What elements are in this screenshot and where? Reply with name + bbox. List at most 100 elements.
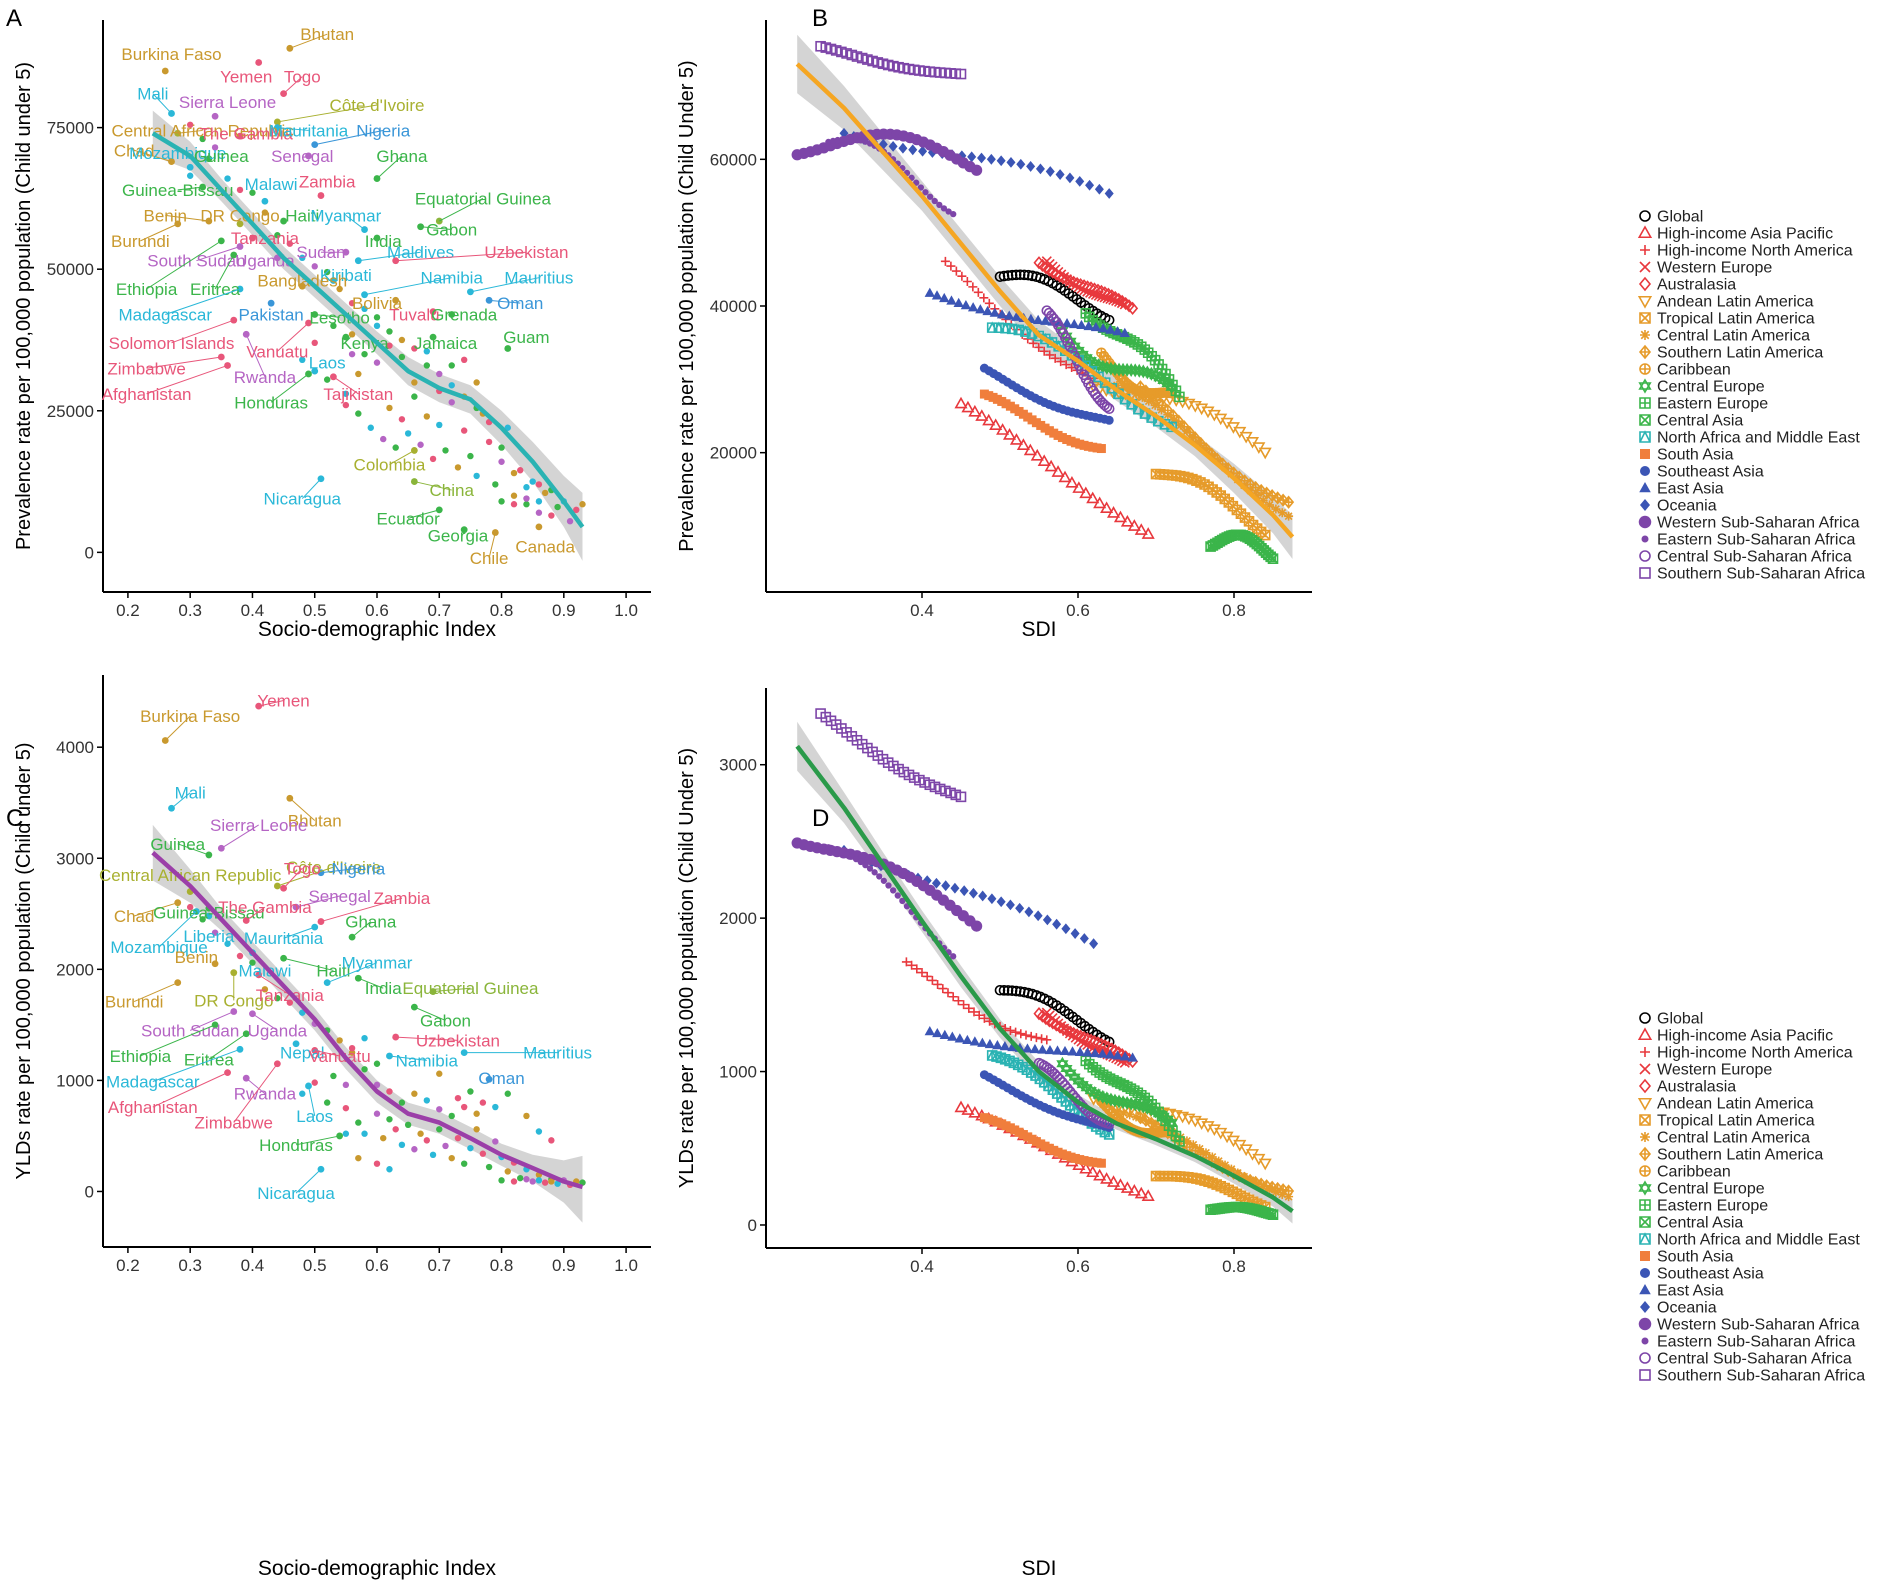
series-point xyxy=(962,276,972,286)
country-point xyxy=(523,495,530,502)
country-point xyxy=(186,121,194,128)
series-point xyxy=(1059,1045,1071,1056)
legend-item: East Asia xyxy=(1639,481,1724,498)
series-point xyxy=(1134,1186,1148,1199)
x-tick-label: 1.0 xyxy=(614,601,638,620)
country-point xyxy=(392,296,400,304)
legend-item: Eastern Europe xyxy=(1639,1198,1768,1215)
series-point xyxy=(1120,514,1134,527)
country-point xyxy=(510,492,518,499)
country-point xyxy=(361,305,368,313)
label-leader-line xyxy=(376,155,403,179)
country-point xyxy=(498,444,505,451)
country-point xyxy=(579,1179,586,1186)
country-point xyxy=(398,416,406,423)
label-leader-line xyxy=(439,197,484,222)
legend-item: Western Europe xyxy=(1639,260,1772,277)
country-point xyxy=(423,413,431,420)
series-point xyxy=(986,153,996,165)
x-axis-title: SDI xyxy=(1021,1557,1056,1580)
country-point xyxy=(211,112,219,120)
country-point xyxy=(236,952,244,960)
series-point xyxy=(945,208,952,215)
series-point xyxy=(1034,342,1044,352)
country-point xyxy=(168,158,175,165)
country-point xyxy=(535,498,543,505)
x-tick-label: 0.7 xyxy=(427,601,451,620)
legend-label: Central Europe xyxy=(1657,1181,1765,1198)
series-point xyxy=(932,1027,943,1038)
legend-label: Andean Latin America xyxy=(1657,294,1814,311)
country-point xyxy=(423,1137,431,1144)
series-point xyxy=(1167,379,1178,391)
series-point xyxy=(950,882,960,894)
label-leader-line xyxy=(177,186,203,191)
series-point xyxy=(959,885,969,897)
series-point xyxy=(1045,166,1055,177)
y-tick-label: 3000 xyxy=(719,756,757,775)
country-label: Haiti xyxy=(285,206,319,225)
smooth-fit-line xyxy=(151,131,585,529)
country-label: Colombia xyxy=(354,456,426,475)
country-point xyxy=(330,277,337,284)
country-point xyxy=(504,424,511,431)
series-point xyxy=(1006,985,1018,996)
country-label: Kiribati xyxy=(320,266,372,285)
legend-label: High-income North America xyxy=(1657,243,1853,260)
country-point xyxy=(236,132,244,140)
label-leader-line xyxy=(152,1072,228,1108)
series-point xyxy=(1125,1110,1135,1120)
country-label: Ghana xyxy=(345,913,397,932)
country-label: Zambia xyxy=(374,889,431,908)
country-point xyxy=(355,1119,362,1126)
series-point xyxy=(943,988,953,998)
series-point xyxy=(1102,287,1114,301)
country-label: Chad xyxy=(114,141,155,160)
country-point xyxy=(386,342,393,349)
country-label: Guinea xyxy=(194,147,249,166)
country-point xyxy=(529,478,536,485)
legend-item: High-income Asia Pacific xyxy=(1637,225,1833,243)
country-point xyxy=(274,232,281,239)
series-point xyxy=(888,140,898,152)
legend-item: Central Europe xyxy=(1638,378,1765,396)
series-point xyxy=(848,853,855,860)
legend-label: Oceania xyxy=(1657,1300,1717,1317)
legend-symbol-icon xyxy=(1638,1317,1652,1331)
label-leader-line xyxy=(277,866,334,887)
country-point xyxy=(292,1040,300,1048)
series-australasia xyxy=(1033,256,1139,315)
label-leader-line xyxy=(333,376,359,395)
legend-symbol-icon xyxy=(1639,210,1651,222)
series-point xyxy=(1174,391,1185,403)
country-label: Zimbabwe xyxy=(195,1114,273,1133)
country-point xyxy=(311,263,318,270)
series-point xyxy=(857,858,864,866)
series-point xyxy=(1026,161,1036,172)
country-point xyxy=(348,299,356,307)
country-point xyxy=(411,345,418,352)
series-point xyxy=(1214,457,1224,467)
series-point xyxy=(1086,1165,1100,1178)
series-point xyxy=(1061,1023,1073,1038)
label-leader-line xyxy=(389,449,415,466)
legend-symbol-icon xyxy=(1639,1284,1651,1295)
legend-symbol-icon xyxy=(1637,1097,1653,1111)
label-leader-line xyxy=(408,509,440,519)
label-leader-line xyxy=(489,299,521,304)
legend-label: North Africa and Middle East xyxy=(1657,1232,1860,1249)
legend-label: High-income Asia Pacific xyxy=(1657,1028,1833,1045)
legend-symbol-icon xyxy=(1637,1027,1653,1041)
country-point xyxy=(342,1130,350,1137)
series-point xyxy=(1118,383,1128,393)
panel-c-chart: 0.2 0.3 0.4 0.5 0.6 0.7 0.8 0.9 1.0 0 1000 2000 3000… xyxy=(13,675,651,1580)
series-point xyxy=(1044,459,1058,472)
series-point xyxy=(1071,1028,1083,1042)
country-point xyxy=(361,1130,368,1137)
series-point xyxy=(968,404,982,417)
label-leader-line xyxy=(270,373,309,403)
series-point xyxy=(941,880,951,892)
x-axis-title: SDI xyxy=(1021,618,1056,641)
series-point xyxy=(994,984,1006,996)
country-label: Malawi xyxy=(238,961,291,980)
